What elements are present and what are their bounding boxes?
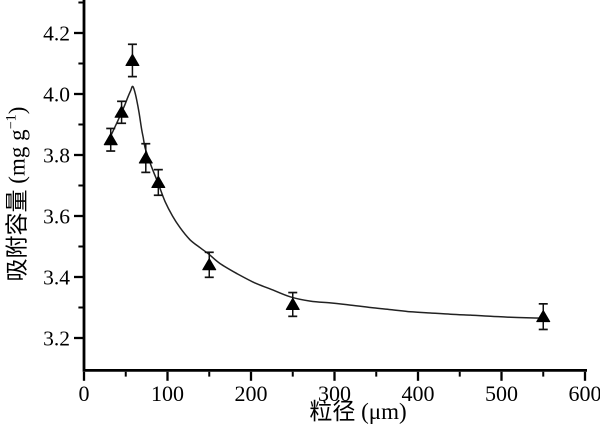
data-point-marker — [125, 53, 140, 66]
y-axis-title-superscript: −1 — [3, 114, 20, 130]
x-axis-title: 粒径 (μm) — [309, 399, 407, 424]
y-tick-label: 3.2 — [43, 327, 70, 351]
y-tick-label: 3.4 — [43, 266, 70, 290]
data-point-marker — [202, 258, 217, 271]
y-axis-title-close: ) — [4, 106, 30, 115]
fit-curve — [110, 85, 543, 319]
x-tick-label: 100 — [151, 381, 184, 406]
data-point-marker — [285, 297, 300, 310]
axes-spines — [82, 0, 587, 372]
x-tick-label: 0 — [79, 381, 90, 406]
x-tick-label: 300 — [318, 381, 351, 406]
y-tick-label: 3.8 — [43, 144, 70, 168]
data-point-marker — [103, 133, 118, 146]
y-axis-title: 吸附容量 (mg g−1) — [3, 106, 30, 282]
x-tick-label: 200 — [235, 381, 268, 406]
y-tick-label: 4.0 — [43, 83, 70, 107]
y-tick-label: 4.2 — [43, 22, 70, 46]
x-tick-label: 400 — [402, 381, 435, 406]
data-point-marker — [138, 151, 153, 164]
data-point-marker — [151, 175, 166, 188]
x-tick-label: 500 — [485, 381, 518, 406]
y-axis-title-text: 吸附容量 (mg g — [4, 129, 30, 282]
data-point-marker — [114, 105, 129, 118]
x-tick-label: 600 — [569, 381, 600, 406]
data-point-marker — [536, 309, 551, 323]
y-tick-label: 3.6 — [43, 205, 70, 229]
